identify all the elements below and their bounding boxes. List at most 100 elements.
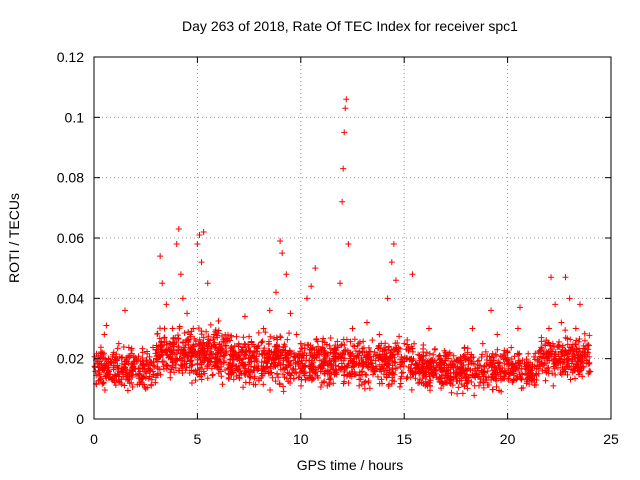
data-point [103,322,110,329]
data-point [358,381,365,388]
data-point [181,354,188,361]
data-point [199,345,206,352]
data-point [320,335,327,342]
data-point [283,271,290,278]
data-point [240,334,247,341]
data-point [493,352,500,359]
data-point [415,367,422,374]
data-point [185,341,192,348]
data-point [304,341,311,348]
data-point [164,362,171,369]
data-point [378,363,385,370]
data-point [218,373,225,380]
data-point [393,344,400,351]
data-point [515,359,522,366]
data-point [159,280,166,287]
data-point [298,357,305,364]
data-point [187,333,194,340]
data-point [350,342,356,349]
data-point [189,361,196,368]
data-point [112,382,119,389]
data-point [348,370,355,377]
data-point [585,370,592,377]
data-point [286,330,293,337]
data-point [351,343,358,350]
data-point [242,351,249,358]
data-point [245,355,252,362]
data-point [389,366,396,373]
data-point [362,378,369,385]
data-point [337,280,344,287]
data-point [288,369,295,376]
data-point [263,364,270,371]
data-point [278,352,285,359]
data-point [391,354,398,361]
data-point [535,370,542,377]
data-point [391,371,398,378]
data-point [528,367,535,374]
y-tick-label: 0.12 [57,49,84,65]
data-point [241,362,248,369]
data-point [160,358,167,365]
data-point [120,367,127,374]
data-point [388,259,395,266]
data-point [365,364,372,371]
data-point [545,349,552,356]
data-point [210,351,217,358]
data-point [245,369,252,376]
data-point [312,265,319,272]
data-point [490,357,497,364]
data-point [214,334,221,341]
data-point [120,344,127,351]
data-point [339,198,346,205]
data-point [142,385,149,392]
data-point [479,340,486,347]
data-point [571,352,578,359]
data-point [215,349,222,356]
data-point [220,353,227,360]
data-point [563,349,570,356]
data-point [125,376,132,383]
y-tick-label: 0.1 [65,109,85,125]
data-point [510,362,517,369]
data-point [149,344,156,351]
data-point [163,346,170,353]
data-point [505,365,512,372]
data-point [330,355,337,362]
data-point [516,371,523,378]
data-point [242,341,249,348]
data-point [383,373,390,380]
data-point [386,381,393,388]
data-point [360,338,367,345]
data-point [185,353,192,360]
y-tick-label: 0.02 [57,351,84,367]
data-point [198,361,205,368]
data-point [99,349,106,356]
data-point [182,367,189,374]
data-point [527,375,534,382]
data-point [280,361,287,368]
data-point [202,354,209,361]
data-point [295,362,302,369]
data-point [349,325,356,332]
data-point [491,367,498,374]
data-point [403,375,410,382]
data-point [562,274,569,281]
data-point [564,360,571,367]
data-point [432,367,439,374]
data-point [450,362,457,369]
data-point [296,351,303,358]
data-point [390,241,397,248]
data-point [358,369,365,376]
data-point [196,366,203,373]
data-point [350,363,357,370]
data-point [265,341,272,348]
data-point [345,379,352,386]
data-point [353,360,360,367]
data-point [346,371,353,378]
data-point [285,362,292,369]
data-point [392,277,399,284]
data-point [416,379,423,386]
data-point [488,364,495,371]
data-point [308,361,315,368]
